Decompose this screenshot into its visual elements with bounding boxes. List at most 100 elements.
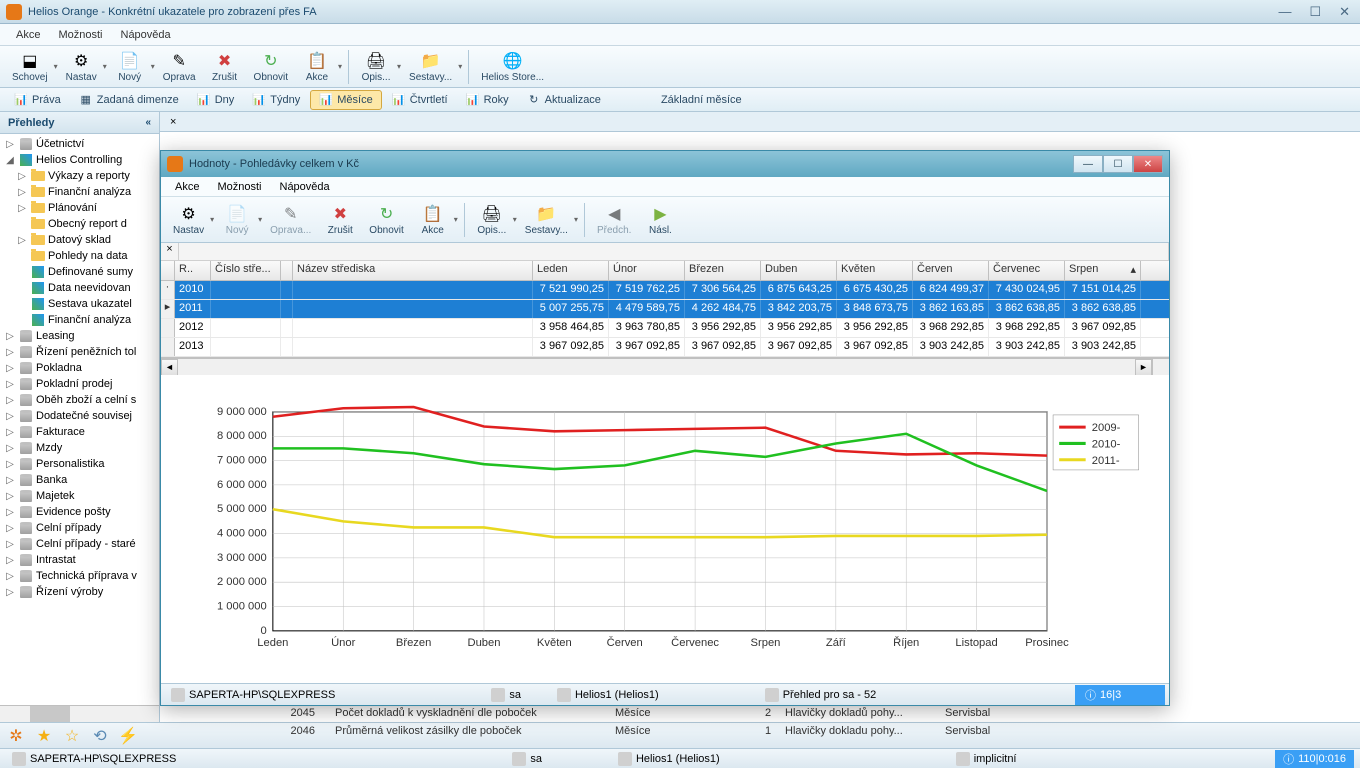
secondary-bar-button[interactable]: 📊Roky [458,91,517,109]
sub-menu-item[interactable]: Nápověda [272,179,338,195]
sub-menu-item[interactable]: Možnosti [209,179,269,195]
toolbar-button[interactable]: 📋Akce [412,202,454,238]
filter-clear-icon[interactable]: × [161,243,179,260]
menu-item[interactable]: Akce [8,27,48,43]
filter-row[interactable]: × [161,243,1169,261]
column-header[interactable]: Název střediska [293,261,533,280]
table-scrollbar[interactable]: ◄ ► [161,358,1169,375]
toolbar-button[interactable]: ✖Zrušit [319,202,361,238]
column-header[interactable]: Únor [609,261,685,280]
fav-icon-4[interactable]: ⟲ [90,726,110,746]
toolbar-button[interactable]: 📋Akce [296,49,338,85]
tree-item[interactable]: ◢Helios Controlling [2,152,157,168]
tree-item[interactable]: Sestava ukazatel [2,296,157,312]
toolbar-button[interactable]: 🌐Helios Store... [475,49,550,85]
toolbar-button[interactable]: ⬓Schovej [6,49,54,85]
toolbar-button[interactable]: ✖Zrušit [204,49,246,85]
column-header[interactable] [281,261,293,280]
tree-item[interactable]: ▷Výkazy a reporty [2,168,157,184]
fav-icon-1[interactable]: ✲ [6,726,26,746]
column-header[interactable]: Červen [913,261,989,280]
toolbar-button[interactable]: 📄Nový [109,49,151,85]
toolbar-button[interactable]: 🖨Opis... [471,202,513,238]
fav-icon-5[interactable]: ⚡ [118,726,138,746]
fav-icon-3[interactable]: ☆ [62,726,82,746]
tree-item[interactable]: ▷Fakturace [2,424,157,440]
sidebar-pin-icon[interactable]: « [145,117,151,128]
scroll-right-icon[interactable]: ► [1135,359,1152,376]
column-header[interactable]: Duben [761,261,837,280]
fav-icon-2[interactable]: ★ [34,726,54,746]
sub-maximize-button[interactable]: ☐ [1103,155,1133,173]
tree-item[interactable]: ▷Finanční analýza [2,184,157,200]
minimize-button[interactable]: — [1274,4,1295,20]
tree-item[interactable]: ▷Technická příprava v [2,568,157,584]
sub-menu-item[interactable]: Akce [167,179,207,195]
secondary-bar-button[interactable]: 📊Čtvrtletí [384,91,456,109]
table-row[interactable]: 20133 967 092,853 967 092,853 967 092,85… [161,338,1169,357]
toolbar-button[interactable]: 📁Sestavy... [519,202,574,238]
tree-item[interactable]: ▷Evidence pošty [2,504,157,520]
sub-close-button[interactable]: ✕ [1133,155,1163,173]
tree-item[interactable]: ▷Majetek [2,488,157,504]
tree-item[interactable]: ▷Celní případy [2,520,157,536]
tree-item[interactable]: ▷Plánování [2,200,157,216]
tree-item[interactable]: ▷Leasing [2,328,157,344]
table-row[interactable]: 20123 958 464,853 963 780,853 956 292,85… [161,319,1169,338]
table-row[interactable]: ·20107 521 990,257 519 762,257 306 564,2… [161,281,1169,300]
column-header[interactable]: R.. [175,261,211,280]
column-header[interactable]: Březen [685,261,761,280]
secondary-bar-button[interactable]: ▦Zadaná dimenze [71,91,187,109]
sidebar-scrollbar[interactable] [0,705,159,722]
column-header[interactable]: Červenec [989,261,1065,280]
secondary-bar-button[interactable]: 📊Práva [6,91,69,109]
column-header[interactable]: Srpen ▴ [1065,261,1141,280]
column-header[interactable]: Květen [837,261,913,280]
tree-item[interactable]: Obecný report d [2,216,157,232]
secondary-bar-button[interactable]: 📊Dny [189,91,243,109]
tree-item[interactable]: ▷Mzdy [2,440,157,456]
secondary-bar-button[interactable]: 📊Měsíce [310,90,381,110]
toolbar-button[interactable]: ⚙Nastav [60,49,103,85]
tree-item[interactable]: Data neevidovan [2,280,157,296]
tree-item[interactable]: ▷Banka [2,472,157,488]
sub-title-bar[interactable]: Hodnoty - Pohledávky celkem v Kč — ☐ ✕ [161,151,1169,177]
toolbar-button[interactable]: ↻Obnovit [248,49,294,85]
secondary-bar-button[interactable]: 📊Týdny [244,91,308,109]
table-row[interactable]: ▸20115 007 255,754 479 589,754 262 484,7… [161,300,1169,319]
tree-item[interactable]: ▷Dodatečné souvisej [2,408,157,424]
scroll-left-icon[interactable]: ◄ [161,359,178,376]
table-header[interactable]: R..Číslo stře... Název střediskaLedenÚnor… [161,261,1169,281]
background-row[interactable]: 2046Průměrná velikost zásilky dle poboče… [275,722,1360,740]
maximize-button[interactable]: ☐ [1305,4,1325,20]
menu-item[interactable]: Možnosti [50,27,110,43]
toolbar-button[interactable]: 🖨Opis... [355,49,397,85]
toolbar-button[interactable]: ▶Násl. [639,202,681,238]
tree-item[interactable]: ▷Personalistika [2,456,157,472]
tree-item[interactable]: Finanční analýza [2,312,157,328]
column-header[interactable] [161,261,175,280]
tree-item[interactable]: Definované sumy [2,264,157,280]
tree-item[interactable]: ▷Pokladní prodej [2,376,157,392]
tree-item[interactable]: Pohledy na data [2,248,157,264]
toolbar-button[interactable]: 📁Sestavy... [403,49,458,85]
tree-view[interactable]: ▷Účetnictví◢Helios Controlling▷Výkazy a … [0,134,159,705]
tree-item[interactable]: ▷Pokladna [2,360,157,376]
toolbar-button[interactable]: ↻Obnovit [363,202,409,238]
table-body[interactable]: ·20107 521 990,257 519 762,257 306 564,2… [161,281,1169,357]
tree-item[interactable]: ▷Celní případy - staré [2,536,157,552]
tree-item[interactable]: ▷Oběh zboží a celní s [2,392,157,408]
column-header[interactable]: Leden [533,261,609,280]
menu-item[interactable]: Nápověda [113,27,179,43]
tree-item[interactable]: ▷Datový sklad [2,232,157,248]
toolbar-button[interactable]: ✎Oprava [157,49,202,85]
tree-item[interactable]: ▷Intrastat [2,552,157,568]
secondary-bar-button[interactable]: Základní měsíce [653,92,750,108]
secondary-bar-button[interactable]: ↻Aktualizace [519,91,609,109]
background-row[interactable]: 2045Počet dokladů k vyskladnění dle pobo… [275,704,1360,722]
column-header[interactable]: Číslo stře... [211,261,281,280]
tree-item[interactable]: ▷Řízení výroby [2,584,157,600]
close-button[interactable]: ✕ [1335,4,1354,20]
toolbar-button[interactable]: ⚙Nastav [167,202,210,238]
tree-item[interactable]: ▷Řízení peněžních tol [2,344,157,360]
